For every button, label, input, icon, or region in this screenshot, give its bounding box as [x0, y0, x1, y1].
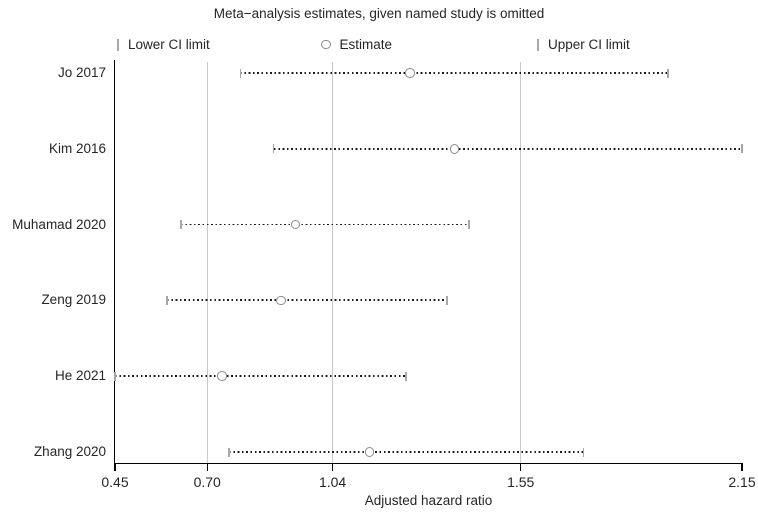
estimate-marker: [449, 144, 460, 154]
estimate-marker-icon: [321, 39, 331, 50]
x-axis-line: [113, 463, 744, 465]
study-label: Zhang 2020: [33, 444, 106, 459]
legend-item-upper-ci: Upper CI limit: [537, 37, 630, 52]
lower-ci-limit-tick: [165, 295, 168, 305]
lower-ci-limit-icon: [117, 38, 119, 51]
study-label: Muhamad 2020: [12, 216, 106, 232]
upper-ci-limit-tick: [405, 371, 408, 381]
x-axis-tick-label: 0.70: [193, 474, 221, 490]
ci-dotted-line: [273, 147, 742, 150]
estimate-marker: [290, 219, 301, 230]
ci-dotted-line: [229, 451, 584, 453]
lower-ci-limit-tick: [272, 144, 275, 154]
lower-ci-limit-tick: [114, 371, 116, 381]
y-axis-line: [113, 60, 116, 464]
upper-ci-limit-tick: [468, 220, 470, 230]
study-label: He 2021: [54, 368, 106, 384]
reference-line: [206, 62, 208, 463]
ci-dotted-line: [166, 299, 447, 302]
ci-dotted-line: [115, 375, 407, 377]
ci-dotted-line: [240, 72, 669, 74]
x-axis-tick-label: 1.04: [318, 474, 347, 490]
reference-line: [520, 62, 522, 463]
x-axis-tick: [206, 463, 208, 471]
upper-ci-limit-tick: [741, 144, 743, 154]
ci-dotted-line: [181, 223, 470, 226]
legend-label-lower-ci: Lower CI limit: [128, 37, 210, 52]
legend-label-estimate: Estimate: [339, 37, 393, 52]
estimate-marker: [364, 447, 375, 457]
x-axis-tick: [741, 463, 743, 471]
upper-ci-limit-icon: [537, 38, 539, 51]
x-axis-tick-label: 2.15: [728, 474, 756, 490]
x-axis-tick: [331, 463, 334, 471]
legend-label-upper-ci: Upper CI limit: [548, 37, 630, 52]
study-label: Jo 2017: [57, 65, 106, 80]
upper-ci-limit-tick: [446, 295, 448, 305]
estimate-marker: [217, 371, 227, 381]
x-axis-tick: [520, 463, 522, 471]
x-axis-tick-label: 1.55: [507, 474, 535, 490]
study-label: Kim 2016: [48, 140, 106, 156]
lower-ci-limit-tick: [180, 220, 183, 230]
study-label: Zeng 2019: [41, 292, 106, 308]
upper-ci-limit-tick: [582, 447, 585, 457]
x-axis-tick: [114, 463, 116, 471]
chart-title: Meta−analysis estimates, given named stu…: [213, 6, 545, 21]
lower-ci-limit-tick: [228, 447, 231, 457]
x-axis-tick-label: 0.45: [101, 474, 129, 490]
legend-item-estimate: Estimate: [321, 37, 392, 52]
lower-ci-limit-tick: [239, 68, 242, 78]
upper-ci-limit-tick: [667, 68, 670, 78]
estimate-marker: [276, 295, 286, 306]
x-axis-title: Adjusted hazard ratio: [364, 493, 493, 508]
legend-item-lower-ci: Lower CI limit: [117, 37, 210, 52]
estimate-marker: [405, 68, 415, 78]
reference-line: [332, 62, 334, 463]
